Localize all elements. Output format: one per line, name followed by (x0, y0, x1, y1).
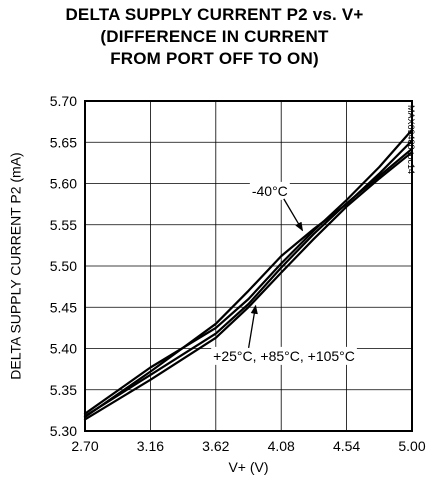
y-tick-label: 5.50 (50, 258, 77, 274)
x-tick-label: 3.16 (137, 438, 164, 454)
annotation-label-1: -40°C (252, 183, 288, 199)
x-tick-label: 5.00 (398, 438, 425, 454)
annotation-label-bg (249, 181, 290, 200)
chart-title-line-2: (DIFFERENCE IN CURRENT (100, 27, 329, 46)
y-tick-label: 5.30 (50, 423, 77, 439)
chart-title-line-3: FROM PORT OFF TO ON) (110, 49, 319, 68)
grid-lines (85, 101, 412, 431)
y-axis-label: DELTA SUPPLY CURRENT P2 (mA) (8, 152, 24, 379)
annotation-arrow-2 (247, 304, 258, 348)
y-tick-label: 5.35 (50, 382, 77, 398)
chart-title-line-1: DELTA SUPPLY CURRENT P2 vs. V+ (65, 5, 364, 24)
chart-title: DELTA SUPPLY CURRENT P2 vs. V+ (DIFFEREN… (0, 4, 429, 70)
series-line-3 (83, 147, 414, 418)
x-tick-label: 2.70 (71, 438, 98, 454)
x-tick-labels: 2.70 3.16 3.62 4.08 4.54 5.00 (71, 438, 425, 454)
y-tick-label: 5.70 (50, 93, 77, 109)
y-tick-label: 5.60 (50, 176, 77, 192)
series-lines (83, 128, 414, 421)
y-tick-label: 5.55 (50, 217, 77, 233)
plot-frame (84, 100, 413, 432)
series-line-4 (83, 128, 414, 415)
y-tick-labels: 5.30 5.35 5.40 5.45 5.50 5.55 5.60 5.65 5.70 (50, 93, 77, 439)
annotation-label-bg (211, 346, 357, 365)
y-tick-label: 5.65 (50, 134, 77, 150)
x-tick-label: 3.62 (202, 438, 229, 454)
annotation-label-2: +25°C, +85°C, +105°C (213, 348, 355, 364)
x-axis-label: V+ (V) (228, 459, 268, 475)
part-code-label: MAX69488 toc14 (406, 105, 416, 174)
y-tick-label: 5.45 (50, 299, 77, 315)
annotation-arrow-1 (283, 198, 304, 232)
y-tick-label: 5.40 (50, 341, 77, 357)
x-tick-label: 4.54 (333, 438, 360, 454)
series-line-2 (83, 151, 414, 421)
annotations: -40°C +25°C, +85°C, +105°C (211, 181, 357, 365)
x-tick-label: 4.08 (268, 438, 295, 454)
